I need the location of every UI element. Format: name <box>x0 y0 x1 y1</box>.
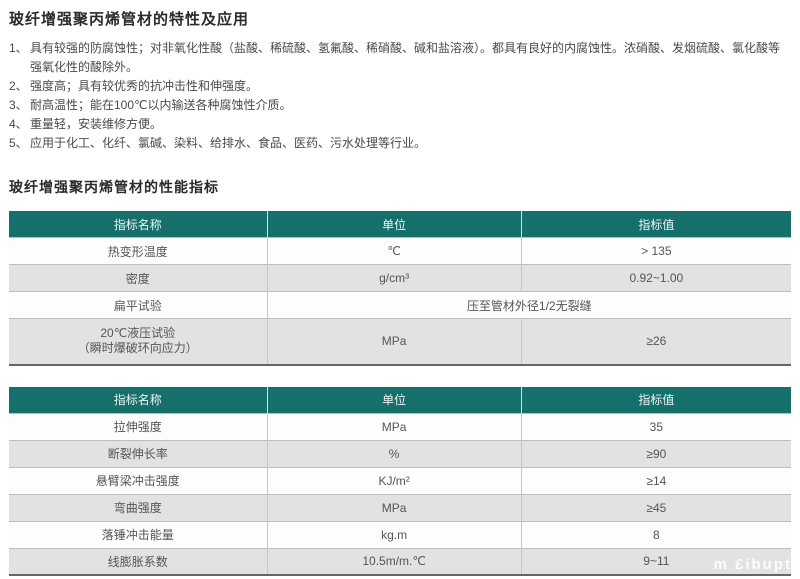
list-item: 2、 强度高；具有较优秀的抗冲击性和伸强度。 <box>9 77 791 96</box>
value-cell: ≥14 <box>520 466 791 494</box>
table-row: 热变形温度 ℃ > 135 <box>9 237 791 265</box>
value-cell: 35 <box>520 412 791 440</box>
table-row: 线膨胀系数 10.5m/m.℃ 9~11 <box>9 547 791 575</box>
unit-cell: ℃ <box>266 237 522 265</box>
table-header-row: 指标名称 单位 指标值 <box>9 211 791 238</box>
list-item-number: 2、 <box>9 79 28 93</box>
unit-cell: % <box>266 439 522 467</box>
list-item: 1、 具有较强的防腐蚀性；对非氧化性酸（盐酸、稀硫酸、氢氟酸、稀硝酸、碱和盐溶液… <box>9 39 791 77</box>
list-item: 5、 应用于化工、化纤、氯碱、染料、给排水、食品、医药、污水处理等行业。 <box>9 134 791 153</box>
table-row: 落锤冲击能量 kg.m 8 <box>9 520 791 548</box>
list-item-number: 1、 <box>9 41 28 55</box>
unit-cell: MPa <box>266 412 522 440</box>
unit-cell: MPa <box>266 318 522 365</box>
performance-table-2: 指标名称 单位 指标值 拉伸强度 MPa 35 断裂伸长率 % ≥90 悬臂梁冲… <box>9 386 791 576</box>
value-cell: > 135 <box>520 237 791 265</box>
list-item-text: 应用于化工、化纤、氯碱、染料、给排水、食品、医药、污水处理等行业。 <box>30 136 427 150</box>
list-item-number: 5、 <box>9 136 28 150</box>
merged-value-cell: 压至管材外径1/2无裂缝 <box>266 291 791 319</box>
value-cell: 9~11 <box>520 547 791 575</box>
table-row: 悬臂梁冲击强度 KJ/m² ≥14 <box>9 466 791 494</box>
indicator-name-cell: 热变形温度 <box>9 237 268 265</box>
table-row: 20℃液压试验 （瞬时爆破环向应力） MPa ≥26 <box>9 318 791 365</box>
column-header-value: 指标值 <box>520 386 791 413</box>
list-item-text: 重量轻，安装维修方便。 <box>30 117 163 131</box>
indicator-name-cell: 落锤冲击能量 <box>9 520 268 548</box>
table-row: 扁平试验 压至管材外径1/2无裂缝 <box>9 291 791 319</box>
unit-cell: MPa <box>266 493 522 521</box>
column-header-name: 指标名称 <box>9 386 268 413</box>
unit-cell: KJ/m² <box>266 466 522 494</box>
value-cell: ≥90 <box>520 439 791 467</box>
unit-cell: g/cm³ <box>266 264 522 292</box>
unit-cell: 10.5m/m.℃ <box>266 547 522 575</box>
list-item-text: 强度高；具有较优秀的抗冲击性和伸强度。 <box>30 79 259 93</box>
indicator-name-cell: 断裂伸长率 <box>9 439 268 467</box>
value-cell: ≥26 <box>520 318 791 365</box>
indicator-name-line2: （瞬时爆破环向应力） <box>77 341 198 356</box>
list-item-number: 4、 <box>9 117 28 131</box>
column-header-name: 指标名称 <box>9 211 268 238</box>
performance-title: 玻纤增强聚丙烯管材的性能指标 <box>9 179 219 195</box>
table-row: 拉伸强度 MPa 35 <box>9 412 791 440</box>
column-header-value: 指标值 <box>520 211 791 238</box>
indicator-name-cell: 悬臂梁冲击强度 <box>9 466 268 494</box>
performance-table-1: 指标名称 单位 指标值 热变形温度 ℃ > 135 密度 g/cm³ 0.92~… <box>9 211 791 366</box>
table-row: 弯曲强度 MPa ≥45 <box>9 493 791 521</box>
indicator-name-line1: 20℃液压试验 <box>100 326 176 341</box>
value-cell: ≥45 <box>520 493 791 521</box>
features-title: 玻纤增强聚丙烯管材的特性及应用 <box>9 11 250 28</box>
indicator-name-cell: 拉伸强度 <box>9 412 268 440</box>
list-item-text: 耐高温性；能在100℃以内输送各种腐蚀性介质。 <box>30 98 292 112</box>
list-item: 4、 重量轻，安装维修方便。 <box>9 115 791 134</box>
column-header-unit: 单位 <box>266 386 522 413</box>
indicator-name-cell: 密度 <box>9 264 268 292</box>
table-row: 密度 g/cm³ 0.92~1.00 <box>9 264 791 292</box>
value-cell: 8 <box>520 520 791 548</box>
list-item-number: 3、 <box>9 98 28 112</box>
column-header-unit: 单位 <box>266 211 522 238</box>
list-item: 3、 耐高温性；能在100℃以内输送各种腐蚀性介质。 <box>9 96 791 115</box>
unit-cell: kg.m <box>266 520 522 548</box>
table-row: 断裂伸长率 % ≥90 <box>9 439 791 467</box>
indicator-name-cell: 20℃液压试验 （瞬时爆破环向应力） <box>9 318 268 365</box>
table-header-row: 指标名称 单位 指标值 <box>9 386 791 413</box>
feature-list: 1、 具有较强的防腐蚀性；对非氧化性酸（盐酸、稀硫酸、氢氟酸、稀硝酸、碱和盐溶液… <box>9 39 791 153</box>
value-cell: 0.92~1.00 <box>520 264 791 292</box>
indicator-name-cell: 线膨胀系数 <box>9 547 268 575</box>
indicator-name-cell: 弯曲强度 <box>9 493 268 521</box>
list-item-text: 具有较强的防腐蚀性；对非氧化性酸（盐酸、稀硫酸、氢氟酸、稀硝酸、碱和盐溶液）。都… <box>30 41 781 74</box>
indicator-name-cell: 扁平试验 <box>9 291 268 319</box>
